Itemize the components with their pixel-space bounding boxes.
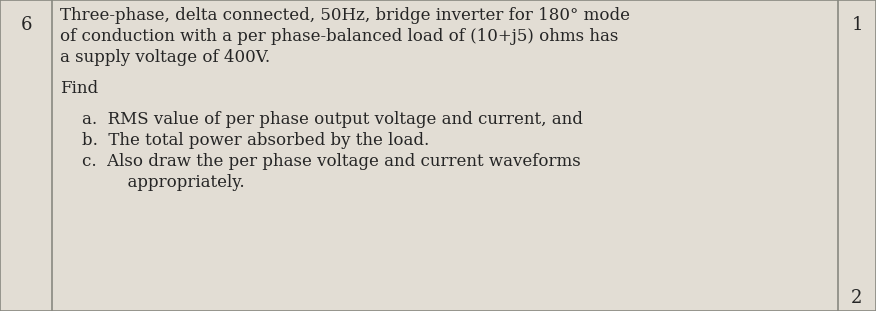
Bar — [838, 0, 876, 311]
Text: c.  Also draw the per phase voltage and current waveforms: c. Also draw the per phase voltage and c… — [82, 153, 581, 170]
Text: appropriately.: appropriately. — [96, 174, 244, 191]
Text: b.  The total power absorbed by the load.: b. The total power absorbed by the load. — [82, 132, 429, 149]
Text: 6: 6 — [20, 16, 32, 34]
Text: of conduction with a per phase-balanced load of (10+j5) ohms has: of conduction with a per phase-balanced … — [60, 28, 618, 45]
Bar — [52, 0, 838, 311]
Text: Three-phase, delta connected, 50Hz, bridge inverter for 180° mode: Three-phase, delta connected, 50Hz, brid… — [60, 7, 630, 24]
Text: Find: Find — [60, 80, 98, 97]
Text: a supply voltage of 400V.: a supply voltage of 400V. — [60, 49, 270, 66]
Text: a.  RMS value of per phase output voltage and current, and: a. RMS value of per phase output voltage… — [82, 111, 583, 128]
Text: 1: 1 — [851, 16, 863, 34]
Bar — [0, 0, 52, 311]
Text: 2: 2 — [851, 289, 863, 307]
